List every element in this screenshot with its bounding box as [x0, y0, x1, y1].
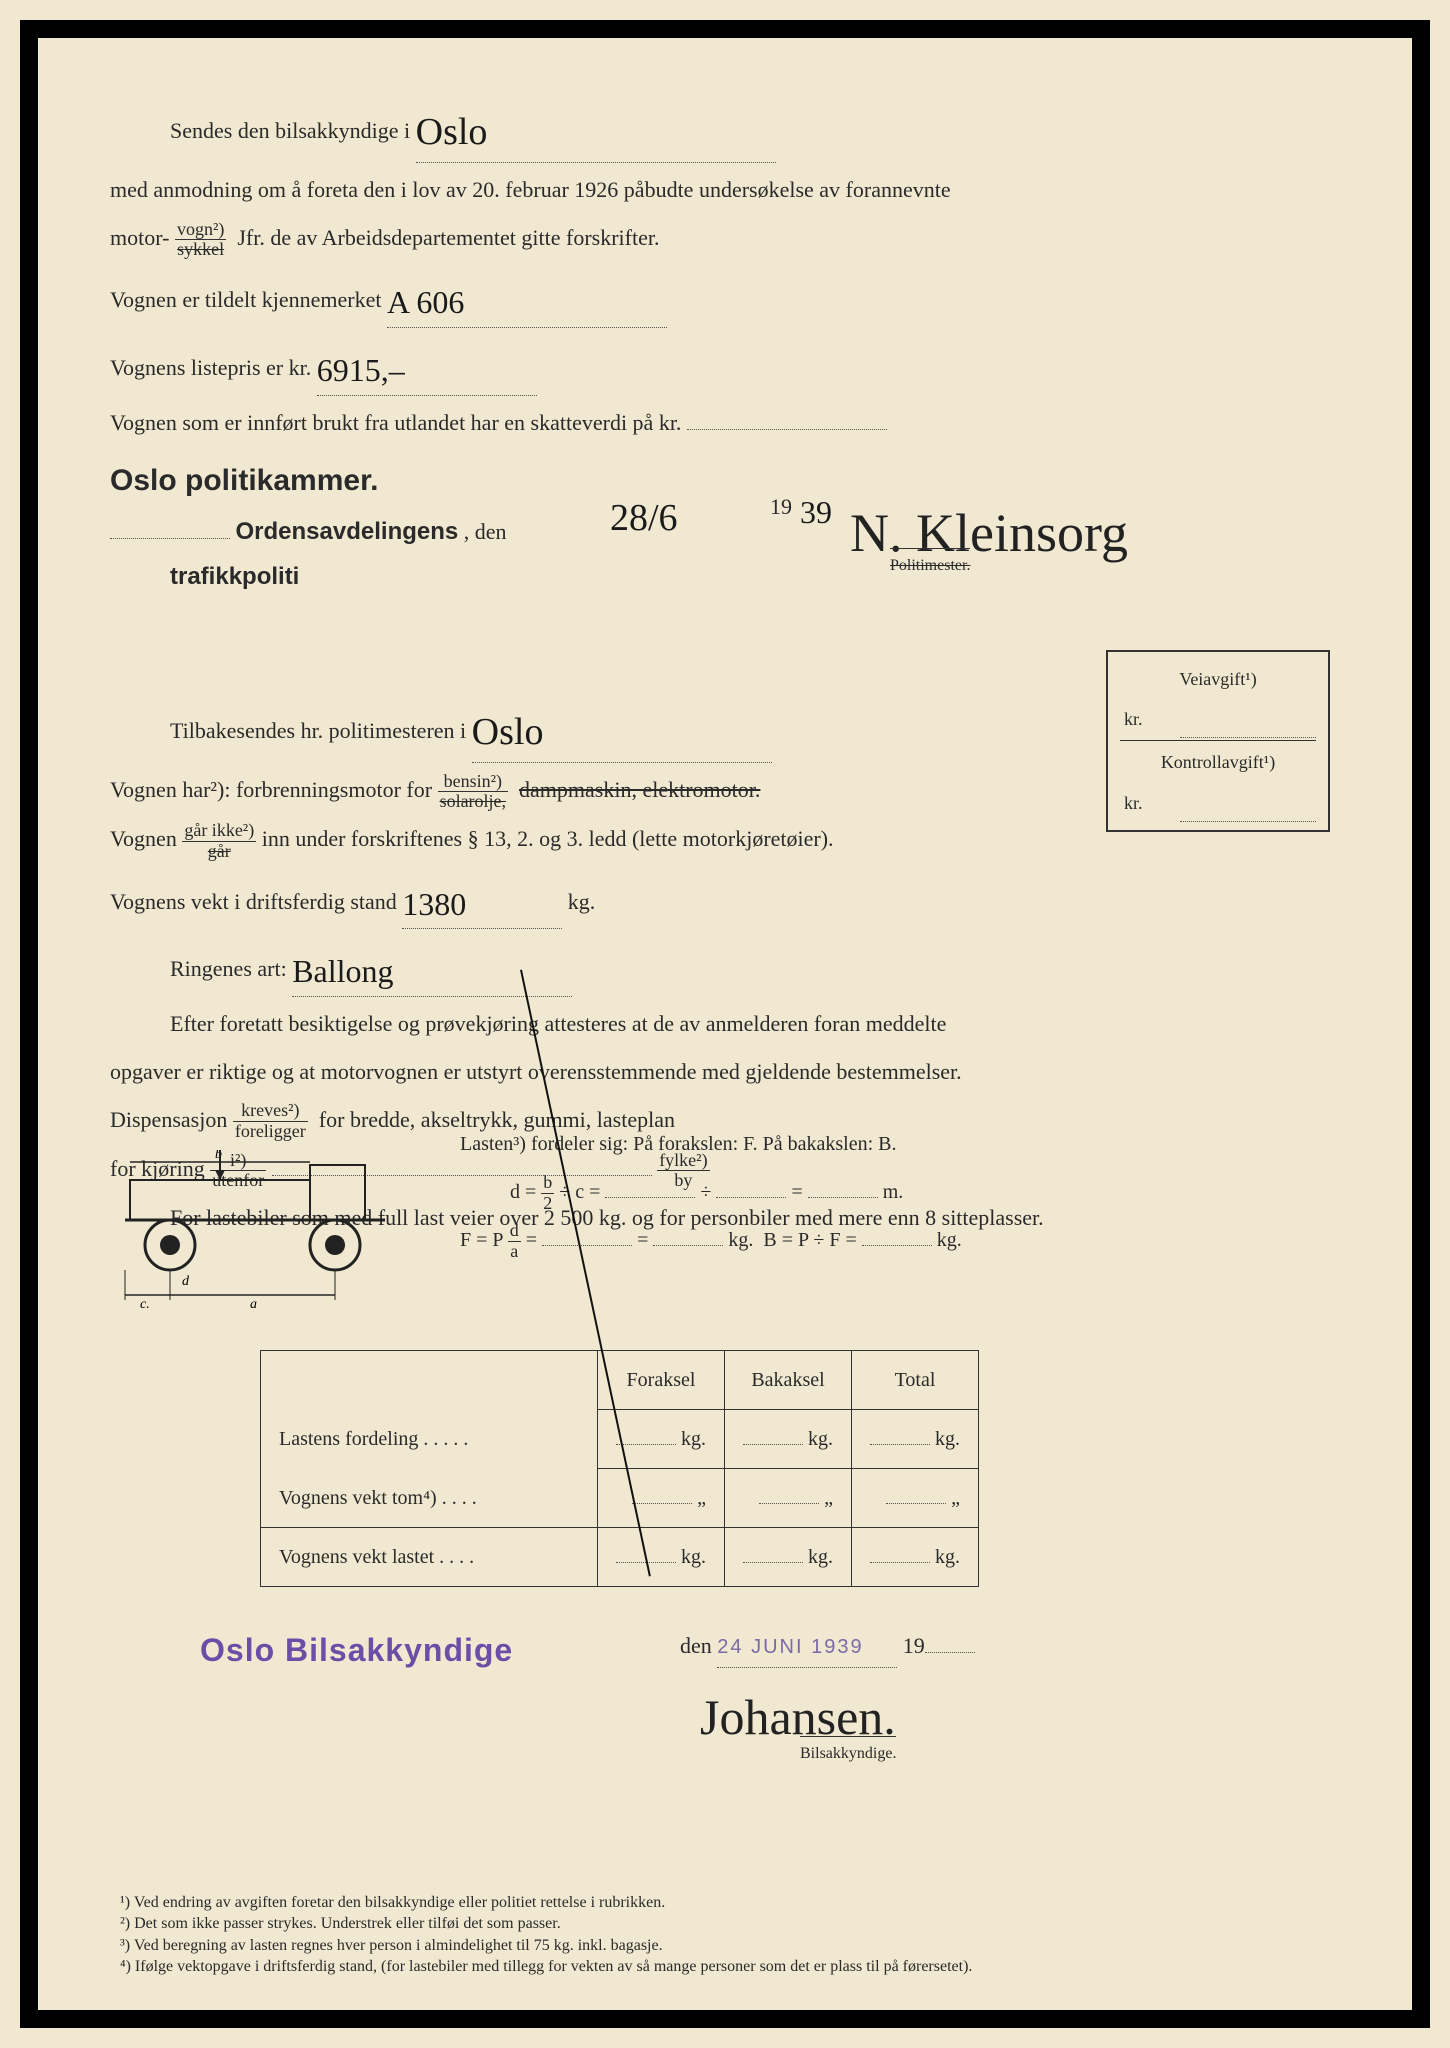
svg-text:a: a	[250, 1297, 257, 1310]
bottom-date-line: den 24 JUNI 1939 19	[680, 1625, 975, 1668]
price-value: 6915,–	[317, 352, 405, 388]
plate-prefix: Vognen er tildelt kjennemerket	[110, 287, 381, 312]
document-page: Sendes den bilsakkyndige i Oslo med anmo…	[0, 0, 1450, 2048]
motor-prefix: motor-	[110, 225, 169, 250]
return-value: Oslo	[472, 711, 544, 753]
plate-line: Vognen er tildelt kjennemerket A 606	[110, 266, 1340, 328]
attest-l1: Efter foretatt besiktigelse og prøvekjør…	[110, 1003, 1340, 1045]
import-line: Vognen som er innført brukt fra utlandet…	[110, 402, 1340, 444]
bottom-date: 24 JUNI 1939	[717, 1636, 863, 1658]
svg-text:d: d	[182, 1274, 190, 1289]
police-date: 28/6	[610, 482, 678, 554]
load-formulas: Lasten³) fordeler sig: På forakslen: F. …	[460, 1120, 962, 1264]
police-stamp: Oslo politikammer. Ordensavdelingens , d…	[110, 452, 507, 600]
truck-diagram: b a c. d	[110, 1150, 430, 1310]
police-year: 39	[800, 482, 832, 543]
svg-text:c.: c.	[140, 1297, 150, 1310]
footnotes: ¹) Ved endring av avgiften foretar den b…	[120, 1892, 972, 1978]
send-to-value: Oslo	[416, 111, 488, 153]
attest-l2: opgaver er riktige og at motorvognen er …	[110, 1051, 1340, 1093]
bilsakkyndige-stamp: Oslo Bilsakkyndige	[200, 1620, 513, 1681]
motor-line: motor- vogn²) sykkel Jfr. de av Arbeidsd…	[110, 217, 1340, 260]
weight-line: Vognens vekt i driftsferdig stand 1380 k…	[110, 868, 1340, 930]
plate-value: A 606	[387, 284, 464, 320]
weight-table: Foraksel Bakaksel Total Lastens fordelin…	[260, 1350, 979, 1587]
motor-suffix: Jfr. de av Arbeidsdepartementet gitte fo…	[237, 225, 659, 250]
bilsakkyndige-label: Bilsakkyndige.	[800, 1730, 896, 1772]
price-prefix: Vognens listepris er kr.	[110, 355, 311, 380]
request-line: med anmodning om å foreta den i lov av 2…	[110, 169, 1340, 211]
weight-value: 1380	[402, 886, 466, 922]
tires-value: Ballong	[292, 953, 393, 989]
tires-line: Ringenes art: Ballong	[110, 935, 1340, 997]
politimester-label: Politimester.	[890, 542, 970, 584]
send-to-prefix: Sendes den bilsakkyndige i	[170, 118, 410, 143]
price-line: Vognens listepris er kr. 6915,–	[110, 334, 1340, 396]
fees-box: Veiavgift¹) kr. Kontrollavgift¹) kr.	[1106, 650, 1330, 832]
send-to-line: Sendes den bilsakkyndige i Oslo	[110, 90, 1340, 163]
motor-frac: vogn²) sykkel	[175, 220, 226, 261]
